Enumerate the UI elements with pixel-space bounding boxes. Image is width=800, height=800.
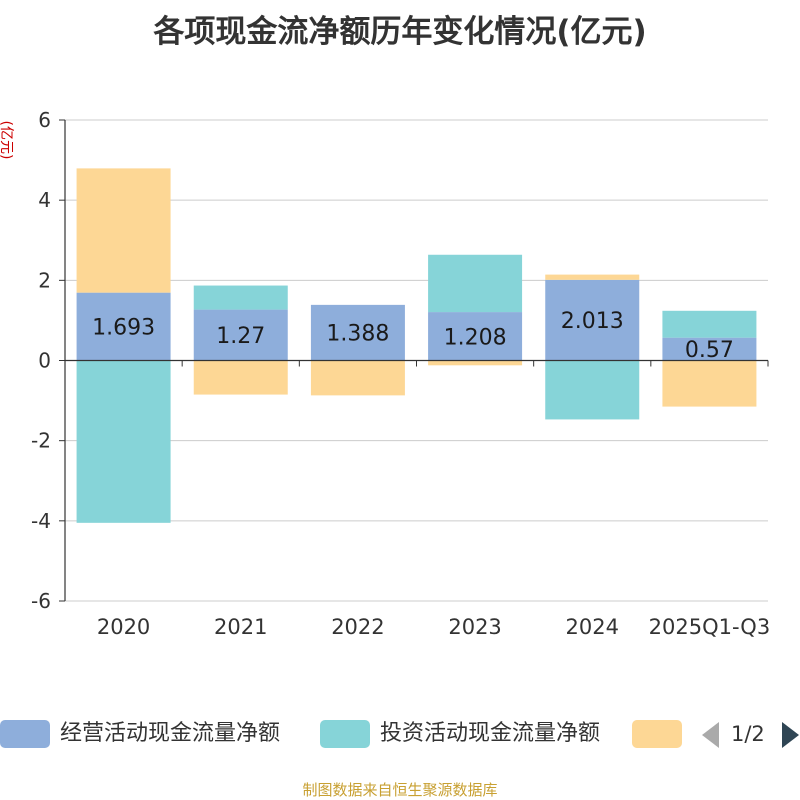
bar-series0-2021 — [193, 309, 288, 361]
legend-swatch-financing[interactable] — [632, 720, 682, 748]
data-labels-layer: 1.693 1.27 1.388 1.208 2.013 0.57 — [92, 309, 734, 363]
y-tick-label: 2 — [38, 268, 51, 292]
legend-prev-page-icon[interactable] — [702, 722, 719, 748]
bar-series1-2023 — [428, 254, 523, 313]
bar-series0-2020 — [76, 292, 171, 361]
legend-swatch-operating[interactable] — [0, 720, 50, 748]
axis-layer: -6 -4 -2 0 2 4 6 2020 2021 2022 2023 2024 2025Q1-Q3 — [31, 108, 770, 639]
legend-swatch-investing[interactable] — [320, 720, 370, 748]
x-tick-label: 2022 — [331, 615, 384, 639]
y-tick-label: -6 — [31, 589, 51, 613]
legend-next-page-icon[interactable] — [782, 722, 799, 748]
bar-series0-2023 — [428, 312, 523, 361]
y-tick-label: -2 — [31, 429, 51, 453]
bar-series0-2025Q1-Q3 — [662, 337, 757, 361]
x-tick-label: 2021 — [214, 615, 267, 639]
bar-series1-2024 — [545, 360, 640, 420]
x-tick-label: 2025Q1-Q3 — [649, 615, 771, 639]
bar-value-label: 2.013 — [561, 309, 624, 334]
bar-value-label: 0.57 — [685, 338, 734, 363]
chart-title: 各项现金流净额历年变化情况(亿元) — [153, 14, 647, 50]
bar-value-label: 1.208 — [444, 325, 507, 350]
bar-series2-2022 — [310, 360, 405, 396]
y-tick-label: 4 — [38, 188, 51, 212]
legend: 经营活动现金流量净额 投资活动现金流量净额 1/2 — [0, 716, 800, 756]
x-tick-label: 2023 — [448, 615, 501, 639]
bar-series1-2020 — [76, 360, 171, 523]
bar-series0-2022 — [310, 304, 405, 361]
x-tick-label: 2024 — [566, 615, 619, 639]
bar-series1-2021 — [193, 285, 288, 310]
bar-series1-2025Q1-Q3 — [662, 310, 757, 338]
bar-series2-2024 — [545, 274, 640, 280]
bar-series2-2025Q1-Q3 — [662, 360, 757, 407]
bar-value-label: 1.27 — [216, 324, 265, 349]
x-tick-label: 2020 — [97, 615, 150, 639]
bar-series2-2023 — [428, 360, 523, 366]
data-source-note: 制图数据来自恒生聚源数据库 — [302, 781, 498, 799]
bars-layer — [76, 168, 757, 523]
legend-label-operating[interactable]: 经营活动现金流量净额 — [60, 721, 281, 746]
legend-label-investing[interactable]: 投资活动现金流量净额 — [380, 721, 601, 746]
y-tick-label: 0 — [38, 349, 51, 373]
bar-value-label: 1.693 — [92, 316, 155, 341]
bar-series2-2021 — [193, 360, 288, 395]
y-tick-label: -4 — [31, 509, 51, 533]
bar-series0-2024 — [545, 279, 640, 361]
bar-series2-2020 — [76, 168, 171, 293]
bar-value-label: 1.388 — [326, 322, 389, 347]
legend-page-indicator: 1/2 — [731, 722, 765, 746]
y-tick-label: 6 — [38, 108, 51, 132]
